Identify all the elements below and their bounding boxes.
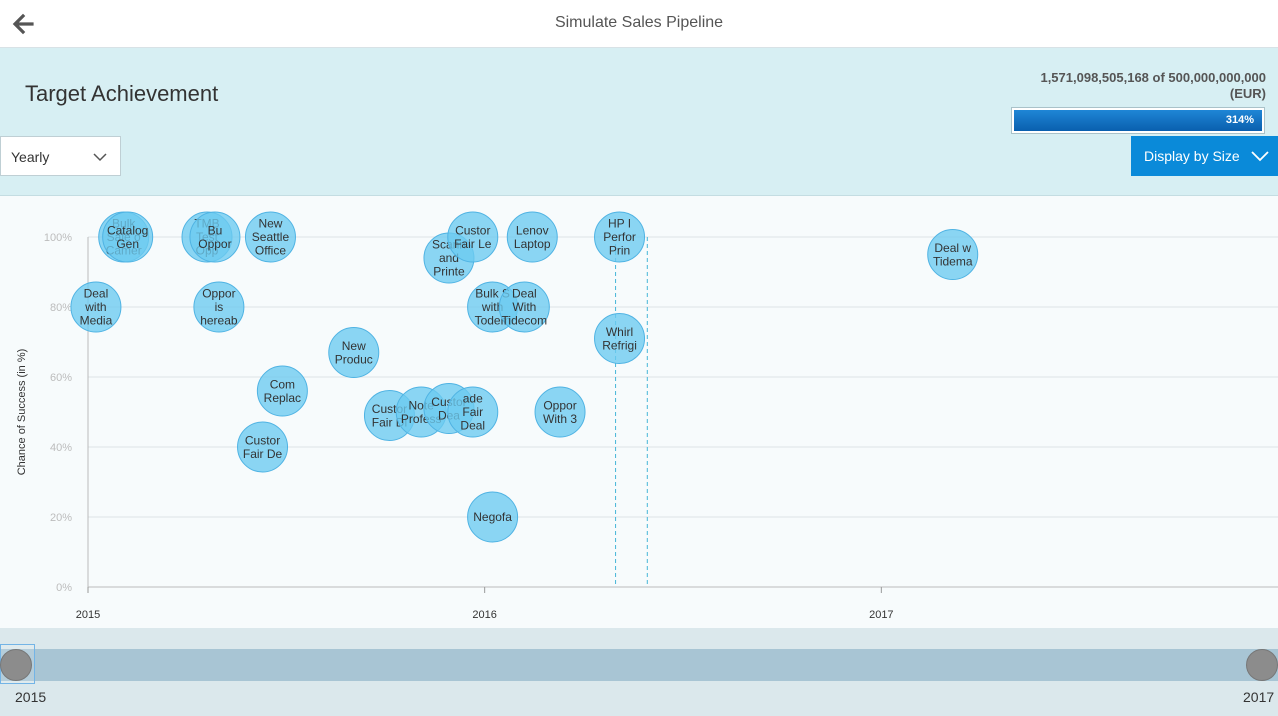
bubble xyxy=(237,421,289,473)
period-select-value: Yearly xyxy=(11,149,50,165)
y-axis-label: Chance of Success (in %) xyxy=(16,349,28,476)
bubble-label: New xyxy=(258,217,282,231)
bubble-label: is xyxy=(215,300,224,314)
bubble-label: Printe xyxy=(433,265,465,279)
chevron-down-icon xyxy=(1251,151,1269,162)
back-button[interactable] xyxy=(8,10,38,38)
arrow-left-icon xyxy=(12,13,34,35)
app-header: Simulate Sales Pipeline xyxy=(0,0,1278,48)
bubble-chart: 0% 20% 40% 60% 80% 100% Chance of Success (in … xyxy=(16,211,1278,621)
bubble-label: Catalog xyxy=(107,223,148,237)
bubble-label: Fair De xyxy=(243,447,283,461)
bubble-label: Fair Le xyxy=(454,237,492,251)
bubble xyxy=(498,281,550,333)
bubble-label: Oppor xyxy=(543,398,576,412)
bubble-label: With 3 xyxy=(543,412,577,426)
x-tick-label: 2017 xyxy=(869,609,893,621)
bubble-label: Gen xyxy=(116,237,139,251)
x-tick-label: 2015 xyxy=(76,609,100,621)
bubble-label: Deal xyxy=(460,419,485,433)
bubble-label: with xyxy=(84,300,106,314)
range-start-handle[interactable] xyxy=(0,649,32,681)
progress-fill: 314% xyxy=(1014,110,1262,131)
achievement-progress-bar: 314% xyxy=(1011,107,1265,134)
amount-currency: (EUR) xyxy=(1229,86,1266,101)
bubble-label: Whirl xyxy=(606,325,633,339)
bubble-label: with xyxy=(481,300,503,314)
bubble xyxy=(594,211,646,263)
bubble xyxy=(506,211,558,263)
display-by-size-button[interactable]: Display by Size xyxy=(1131,136,1278,176)
bubble xyxy=(189,211,241,263)
target-amount: 1,571,098,505,168 of 500,000,000,000 (EU… xyxy=(966,70,1266,102)
bubble-label: Oppor xyxy=(198,237,231,251)
y-tick-label: 80% xyxy=(50,302,72,314)
period-select[interactable]: Yearly xyxy=(0,136,121,176)
bubble-label: Deal w xyxy=(934,241,971,255)
bubble-label: Perfor xyxy=(603,230,636,244)
bubble-label: hereab xyxy=(200,314,238,328)
bubble-label: HP I xyxy=(608,217,631,231)
chart-area: 0% 20% 40% 60% 80% 100% Chance of Success (in … xyxy=(0,197,1278,628)
bubble-label: Laptop xyxy=(514,237,551,251)
bubble xyxy=(447,211,499,263)
bubble xyxy=(447,386,499,438)
bubble-label: Lenov xyxy=(516,223,549,237)
panel-title: Target Achievement xyxy=(25,81,219,106)
bubble xyxy=(70,281,122,333)
bubble-label: Produc xyxy=(335,352,373,366)
bubble-label: Deal xyxy=(84,287,109,301)
bubble-label: Fair xyxy=(462,405,483,419)
bubble-label: Negofa xyxy=(473,510,512,524)
bubble xyxy=(193,281,245,333)
bubble-label: Tidecom xyxy=(502,314,548,328)
y-tick-label: 20% xyxy=(50,512,72,524)
bubble-label: Media xyxy=(80,314,113,328)
bubble xyxy=(328,327,380,378)
bubble-label: Tidema xyxy=(933,254,973,268)
amount-value: 1,571,098,505,168 of 500,000,000,000 xyxy=(1040,70,1266,85)
bubble-label: New xyxy=(342,339,366,353)
page-title: Simulate Sales Pipeline xyxy=(554,14,724,31)
bubble-label: Custor xyxy=(455,223,490,237)
y-tick-label: 40% xyxy=(50,442,72,454)
chevron-down-icon xyxy=(93,153,107,162)
y-tick-label: 60% xyxy=(50,372,72,384)
bubble xyxy=(534,386,586,438)
bubble-label: Office xyxy=(255,244,286,258)
bubble-label: Bu xyxy=(208,223,223,237)
bubble-label: Oppor xyxy=(202,287,235,301)
bubble xyxy=(244,211,296,263)
bubble-label: Custor xyxy=(245,433,280,447)
target-achievement-panel: Target Achievement 1,571,098,505,168 of … xyxy=(0,48,1278,196)
bubble xyxy=(467,491,519,543)
bubble-label: Refrigi xyxy=(602,338,637,352)
bubble-label: Prin xyxy=(609,244,630,258)
bubble xyxy=(927,229,979,280)
range-end-handle[interactable] xyxy=(1246,649,1278,681)
bubble xyxy=(102,211,154,263)
bubble-label: Com xyxy=(270,377,295,391)
bubble xyxy=(256,365,308,417)
bubble-label: Deal xyxy=(512,287,537,301)
bubble-label: Replac xyxy=(264,391,301,405)
range-track[interactable] xyxy=(0,649,1278,681)
x-tick-label: 2016 xyxy=(472,609,496,621)
bubble xyxy=(594,313,646,364)
time-range-selector: 2015 2017 xyxy=(0,628,1278,716)
y-tick-label: 0% xyxy=(56,582,72,594)
bubble-label: Seattle xyxy=(252,230,290,244)
bubble-label: ade xyxy=(463,392,483,406)
y-tick-label: 100% xyxy=(44,232,72,244)
display-by-size-label: Display by Size xyxy=(1144,148,1240,164)
range-end-label: 2017 xyxy=(1243,689,1275,705)
bubble-label: With xyxy=(512,300,536,314)
range-start-label: 2015 xyxy=(15,689,47,705)
bubble-label: and xyxy=(439,251,459,265)
